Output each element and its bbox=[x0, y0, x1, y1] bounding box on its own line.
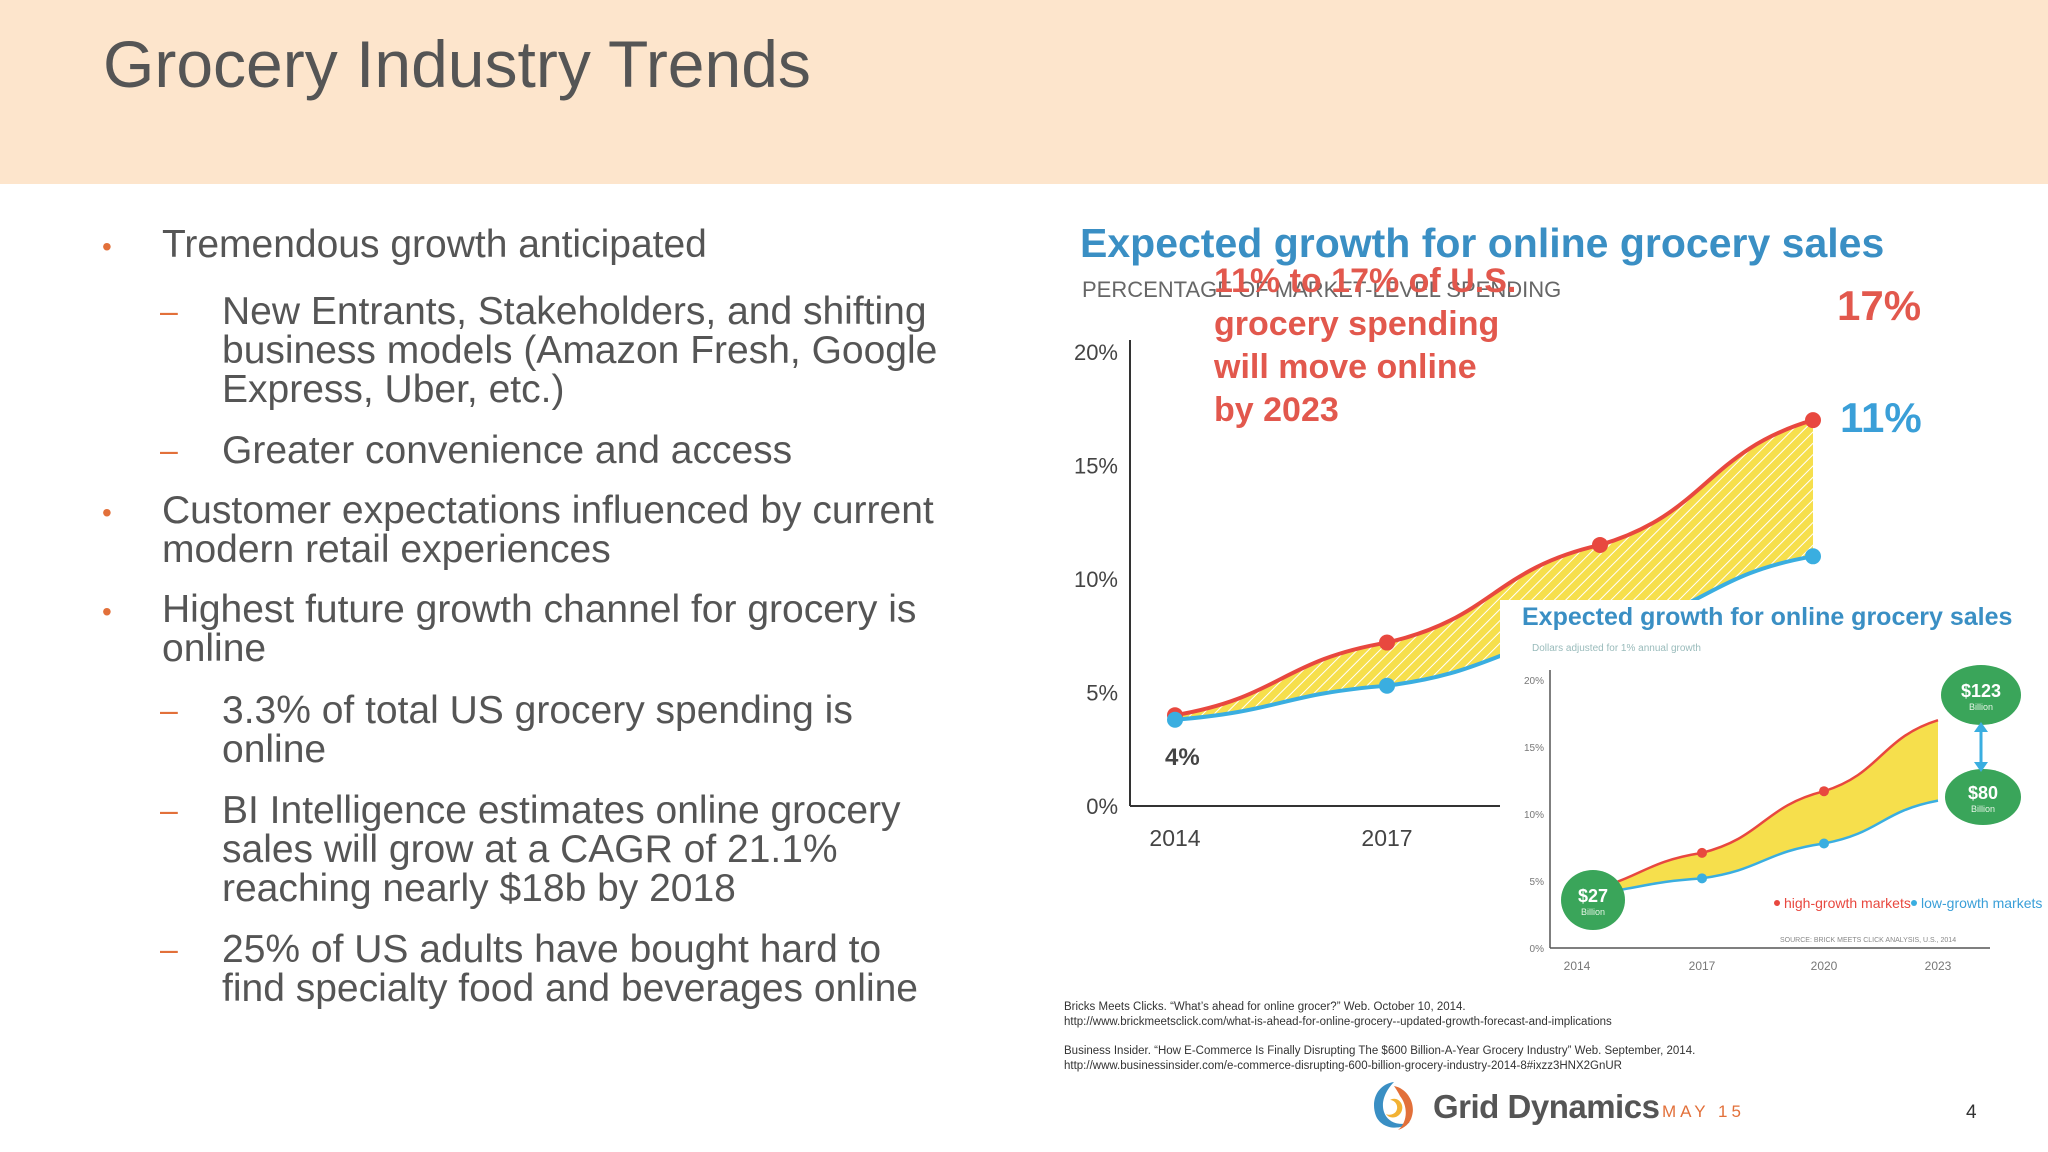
y-tick-label: 5% bbox=[1086, 681, 1118, 706]
badge-unit: Billion bbox=[1971, 804, 1995, 814]
arrow-head-up-icon bbox=[1974, 722, 1988, 732]
badge-amount: $123 bbox=[1961, 681, 2001, 701]
data-point-high bbox=[1592, 536, 1608, 553]
inset-series-line-low bbox=[1576, 799, 1939, 896]
badge-amount: $80 bbox=[1968, 783, 1998, 803]
annotation-line: by 2023 bbox=[1214, 391, 1339, 429]
inset-x-tick-label: 2014 bbox=[1564, 959, 1591, 973]
bullet-line: online bbox=[222, 728, 327, 771]
footnote-line: Bricks Meets Clicks. “What’s ahead for o… bbox=[1064, 1001, 1466, 1013]
dash-icon: – bbox=[160, 692, 178, 728]
legend-marker-low bbox=[1911, 900, 1917, 906]
inset-y-tick-label: 5% bbox=[1530, 877, 1545, 888]
y-tick-label: 15% bbox=[1074, 454, 1118, 479]
bullet-line: Express, Uber, etc.) bbox=[222, 368, 565, 411]
inset-x-tick-label: 2023 bbox=[1925, 959, 1952, 973]
bullet-line: New Entrants, Stakeholders, and shifting bbox=[222, 290, 927, 333]
series-line-low bbox=[1174, 554, 1814, 722]
page-number: 4 bbox=[1966, 1102, 1977, 1123]
footnote-line: Business Insider. “How E-Commerce Is Fin… bbox=[1064, 1045, 1696, 1057]
badge-unit: Billion bbox=[1581, 907, 1605, 917]
annotation-line: 11% to 17% of U.S. bbox=[1214, 262, 1516, 300]
inset-data-point-low bbox=[1697, 873, 1707, 884]
badge-amount: $27 bbox=[1578, 886, 1608, 906]
footer-date: MAY 15 bbox=[1662, 1102, 1745, 1121]
inset-subtitle: Dollars adjusted for 1% annual growth bbox=[1532, 643, 1701, 654]
y-tick-label: 20% bbox=[1074, 340, 1118, 365]
inset-x-tick-label: 2020 bbox=[1811, 959, 1838, 973]
data-point-high bbox=[1805, 412, 1821, 429]
data-point-low bbox=[1805, 548, 1821, 565]
footnote: Bricks Meets Clicks. “What’s ahead for o… bbox=[1064, 1000, 1695, 1030]
bullet-line: find specialty food and beverages online bbox=[222, 967, 918, 1010]
inset-title: Expected growth for online grocery sales bbox=[1522, 603, 2012, 631]
x-tick-label: 2014 bbox=[1149, 825, 1200, 851]
dash-icon: – bbox=[160, 931, 178, 967]
dash-icon: – bbox=[160, 432, 178, 468]
header-band bbox=[0, 0, 2048, 184]
dash-icon: – bbox=[160, 792, 178, 828]
badge-unit: Billion bbox=[1969, 702, 1993, 712]
data-point-high bbox=[1379, 634, 1395, 651]
bullet-line: online bbox=[162, 627, 267, 670]
inset-series-line-high bbox=[1576, 719, 1939, 893]
footnotes: Bricks Meets Clicks. “What’s ahead for o… bbox=[1064, 1000, 1695, 1088]
bullet-line: Greater convenience and access bbox=[222, 429, 793, 472]
x-tick-label: 2017 bbox=[1361, 825, 1412, 851]
bullet-line: BI Intelligence estimates online grocery bbox=[222, 789, 901, 832]
value-badge bbox=[1941, 665, 2021, 725]
bullet-dot-icon: • bbox=[102, 497, 112, 528]
legend-label-high: high-growth markets bbox=[1784, 895, 1911, 911]
chart-figure: Expected growth for online grocery sales… bbox=[1074, 220, 2048, 990]
inset-y-tick-label: 0% bbox=[1530, 944, 1545, 955]
inset-y-tick-label: 10% bbox=[1524, 810, 1544, 821]
chart-subtitle: PERCENTAGE OF MARKET-LEVEL SPENDING bbox=[1082, 277, 1561, 302]
bullet-line: sales will grow at a CAGR of 21.1% bbox=[222, 828, 838, 871]
y-tick-label: 0% bbox=[1086, 794, 1118, 819]
footer-brand: Grid Dynamics bbox=[1433, 1088, 1660, 1125]
inset-y-tick-label: 20% bbox=[1524, 676, 1544, 687]
arrow-head-down-icon bbox=[1974, 762, 1988, 772]
grid-dynamics-logo-icon bbox=[1374, 1082, 1413, 1130]
footnote: Business Insider. “How E-Commerce Is Fin… bbox=[1064, 1044, 1695, 1074]
bullet-line: Tremendous growth anticipated bbox=[162, 223, 707, 266]
annotation-line: grocery spending bbox=[1214, 305, 1499, 343]
value-badge bbox=[1561, 870, 1625, 930]
bullet-line: modern retail experiences bbox=[162, 528, 611, 571]
footnote-line: http://www.brickmeetsclick.com/what-is-a… bbox=[1064, 1016, 1612, 1028]
inset-source: SOURCE: BRICK MEETS CLICK ANALYSIS, U.S.… bbox=[1780, 937, 1956, 944]
dash-icon: – bbox=[160, 293, 178, 329]
bullet-line: reaching nearly $18b by 2018 bbox=[222, 867, 736, 910]
bullet-dot-icon: • bbox=[102, 596, 112, 627]
inset-y-tick-label: 15% bbox=[1524, 743, 1544, 754]
data-label-high: 17% bbox=[1837, 282, 1921, 329]
inset-data-point-high bbox=[1697, 847, 1707, 858]
data-point-low bbox=[1379, 677, 1395, 694]
legend-label-low: low-growth markets bbox=[1921, 895, 2042, 911]
bullet-line: Customer expectations influenced by curr… bbox=[162, 489, 934, 532]
chart-title: Expected growth for online grocery sales bbox=[1080, 220, 1884, 266]
slide-title: Grocery Industry Trends bbox=[103, 27, 811, 101]
bullet-line: 25% of US adults have bought hard to bbox=[222, 928, 882, 971]
bullet-line: business models (Amazon Fresh, Google bbox=[222, 329, 938, 372]
inset-data-point-high bbox=[1819, 786, 1829, 797]
data-label-low: 11% bbox=[1840, 394, 1922, 441]
data-point-low bbox=[1167, 711, 1183, 728]
series-line-high bbox=[1174, 418, 1814, 718]
data-label-start: 4% bbox=[1165, 744, 1200, 771]
inset-growth-area bbox=[1577, 720, 1938, 895]
legend-marker-high bbox=[1774, 900, 1780, 906]
bullet-line: Highest future growth channel for grocer… bbox=[162, 588, 917, 631]
chart-annotation: 11% to 17% of U.S. grocery spending will m… bbox=[1213, 262, 1516, 429]
y-tick-label: 10% bbox=[1074, 567, 1118, 592]
value-badge bbox=[1945, 769, 2021, 825]
footnote-line: http://www.businessinsider.com/e-commerc… bbox=[1064, 1060, 1622, 1072]
bullet-dot-icon: • bbox=[102, 231, 112, 262]
inset-x-tick-label: 2017 bbox=[1689, 959, 1716, 973]
bullet-line: 3.3% of total US grocery spending is bbox=[222, 689, 853, 732]
annotation-line: will move online bbox=[1213, 348, 1477, 386]
inset-data-point-low bbox=[1819, 838, 1829, 849]
